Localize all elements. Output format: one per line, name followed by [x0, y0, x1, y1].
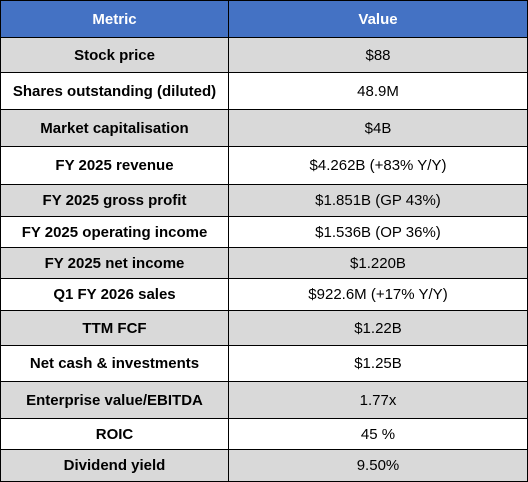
header-value: Value [228, 0, 528, 38]
table-row: Enterprise value/EBITDA 1.77x [0, 381, 528, 419]
metric-cell: TTM FCF [0, 310, 229, 346]
table-row: Q1 FY 2026 sales $922.6M (+17% Y/Y) [0, 278, 528, 311]
value-cell: $1.220B [228, 247, 528, 279]
value-cell: $4B [228, 109, 528, 147]
table-row: FY 2025 net income $1.220B [0, 247, 528, 279]
header-row: Metric Value [0, 0, 528, 38]
metric-cell: FY 2025 net income [0, 247, 229, 279]
value-cell: $88 [228, 37, 528, 73]
metric-cell: Shares outstanding (diluted) [0, 72, 229, 110]
metric-cell: FY 2025 revenue [0, 146, 229, 185]
table-row: ROIC 45 % [0, 418, 528, 450]
table-row: Dividend yield 9.50% [0, 449, 528, 482]
header-metric: Metric [0, 0, 229, 38]
metric-cell: FY 2025 operating income [0, 216, 229, 248]
table-body: Stock price $88 Shares outstanding (dilu… [0, 37, 528, 482]
value-cell: 1.77x [228, 381, 528, 419]
value-cell: 45 % [228, 418, 528, 450]
value-cell: 48.9M [228, 72, 528, 110]
metric-cell: Market capitalisation [0, 109, 229, 147]
table-row: TTM FCF $1.22B [0, 310, 528, 346]
value-cell: $1.25B [228, 345, 528, 382]
table-row: Net cash & investments $1.25B [0, 345, 528, 382]
table-row: Market capitalisation $4B [0, 109, 528, 147]
value-cell: 9.50% [228, 449, 528, 482]
value-cell: $1.22B [228, 310, 528, 346]
table-row: FY 2025 gross profit $1.851B (GP 43%) [0, 184, 528, 217]
metric-cell: Dividend yield [0, 449, 229, 482]
value-cell: $4.262B (+83% Y/Y) [228, 146, 528, 185]
table-row: FY 2025 revenue $4.262B (+83% Y/Y) [0, 146, 528, 185]
table-row: Shares outstanding (diluted) 48.9M [0, 72, 528, 110]
value-cell: $1.536B (OP 36%) [228, 216, 528, 248]
table-row: FY 2025 operating income $1.536B (OP 36%… [0, 216, 528, 248]
table-row: Stock price $88 [0, 37, 528, 73]
metric-cell: Enterprise value/EBITDA [0, 381, 229, 419]
metric-cell: Q1 FY 2026 sales [0, 278, 229, 311]
value-cell: $922.6M (+17% Y/Y) [228, 278, 528, 311]
metric-cell: FY 2025 gross profit [0, 184, 229, 217]
metric-cell: ROIC [0, 418, 229, 450]
metric-cell: Stock price [0, 37, 229, 73]
metric-cell: Net cash & investments [0, 345, 229, 382]
value-cell: $1.851B (GP 43%) [228, 184, 528, 217]
